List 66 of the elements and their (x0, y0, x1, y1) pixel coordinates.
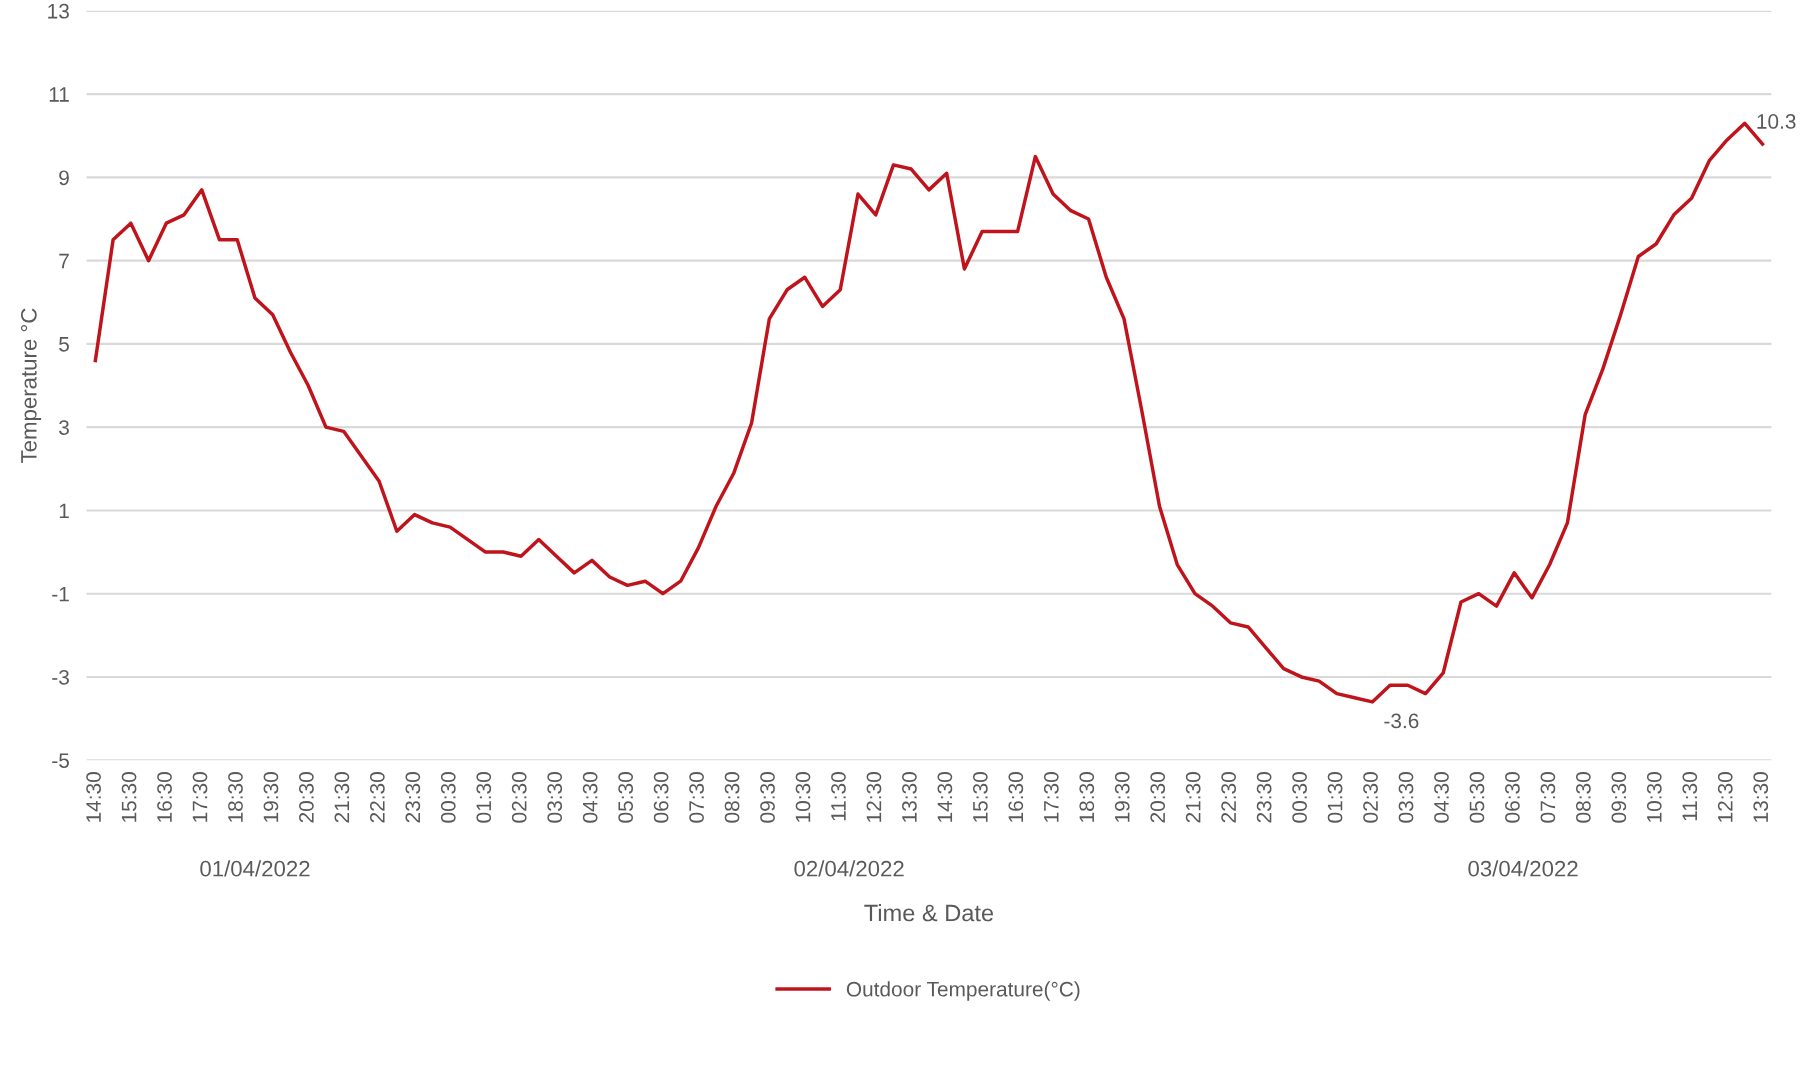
data-label: -3.6 (1384, 713, 1419, 729)
x-tick-label: 17:30 (1043, 772, 1059, 822)
x-tick-label: 01:30 (1327, 772, 1343, 823)
x-tick-label: 12:30 (866, 772, 882, 822)
x-tick-label: 18:30 (228, 772, 243, 822)
x-tick-label: 21:30 (334, 772, 350, 823)
x-tick-label: 10:30 (1646, 772, 1662, 822)
y-tick-label: -3 (52, 669, 69, 685)
x-tick-label: 14:30 (937, 772, 953, 822)
text: 03/04/2022 (1468, 860, 1578, 877)
x-tick-label: 15:30 (121, 772, 137, 822)
x-tick-label: 19:30 (1114, 772, 1130, 822)
x-tick-label: 04:30 (582, 772, 598, 823)
x-tick-label: 20:30 (1150, 772, 1166, 823)
x-tick-label: 10:30 (795, 772, 811, 822)
x-tick-label: 03:30 (1398, 772, 1414, 823)
y-tick-label: 1 (59, 503, 69, 518)
x-tick-label: 23:30 (405, 772, 421, 823)
x-tick-label: 06:30 (1505, 772, 1520, 823)
x-tick-label: 23:30 (1256, 772, 1272, 823)
x-tick-label: 17:30 (192, 772, 208, 822)
text: 01/04/2022 (200, 860, 310, 877)
y-tick-label: 3 (59, 420, 69, 435)
data-label: 10.3 (1757, 114, 1796, 129)
x-tick-label: 07:30 (689, 772, 704, 823)
y-tick-label: 9 (59, 170, 69, 186)
x-tick-label: 08:30 (1575, 772, 1591, 823)
x-tick-label: 02:30 (511, 772, 527, 823)
x-tick-label: 00:30 (440, 772, 456, 823)
x-tick-label: 20:30 (299, 772, 314, 823)
x-tick-label: 16:30 (1008, 772, 1024, 822)
x-tick-label: 01:30 (476, 772, 492, 823)
y-tick-label: -5 (52, 753, 69, 768)
x-tick-label: 13:30 (902, 772, 917, 822)
x-tick-label: 04:30 (1434, 772, 1449, 823)
y-tick-label: 7 (59, 253, 69, 269)
x-tick-label: 13:30 (1753, 772, 1769, 822)
x-tick-label: 14:30 (86, 772, 101, 822)
x-tick-label: 16:30 (157, 772, 172, 822)
x-tick-label: 18:30 (1079, 772, 1095, 822)
x-tick-label: 12:30 (1717, 772, 1733, 822)
legend-label: Outdoor Temperature(°C) (846, 981, 1080, 1001)
x-tick-label: 15:30 (972, 772, 988, 822)
x-tick-label: 22:30 (1221, 772, 1237, 823)
y-tick-label: 13 (48, 3, 69, 19)
y-tick-label: 11 (49, 87, 69, 102)
x-tick-label: 19:30 (263, 772, 279, 822)
x-tick-label: 00:30 (1292, 772, 1307, 823)
x-tick-label: 21:30 (1185, 772, 1201, 823)
x-tick-label: 11:30 (831, 772, 846, 821)
y-tick-label: 5 (59, 337, 69, 352)
x-tick-label: 11:30 (1682, 772, 1698, 821)
x-tick-label: 09:30 (760, 772, 775, 823)
x-tick-label: 06:30 (653, 772, 669, 823)
x-tick-label: 08:30 (724, 772, 740, 823)
x-tick-label: 05:30 (1469, 772, 1485, 823)
y-tick-label: -1 (52, 586, 69, 602)
y-axis-title: Temperature °C (20, 308, 42, 463)
x-tick-label: 02:30 (1363, 772, 1378, 823)
x-tick-label: 05:30 (618, 772, 634, 823)
x-tick-label: 03:30 (547, 772, 563, 823)
x-axis-title: Time & Date (864, 904, 994, 922)
x-tick-label: 07:30 (1540, 772, 1556, 823)
text: 02/04/2022 (794, 860, 904, 877)
x-tick-label: 09:30 (1611, 772, 1627, 823)
x-tick-label: 22:30 (369, 772, 385, 823)
